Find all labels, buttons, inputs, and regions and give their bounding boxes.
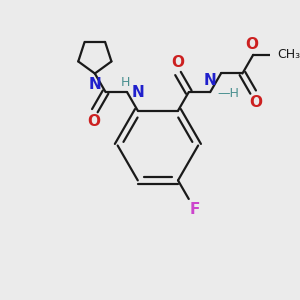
Text: O: O xyxy=(87,114,100,129)
Text: N: N xyxy=(204,73,217,88)
Text: F: F xyxy=(190,202,200,217)
Text: —H: —H xyxy=(218,87,240,100)
Text: O: O xyxy=(245,37,258,52)
Text: H: H xyxy=(121,76,130,89)
Text: O: O xyxy=(249,95,262,110)
Text: N: N xyxy=(132,85,145,100)
Text: CH₃: CH₃ xyxy=(277,48,300,62)
Text: O: O xyxy=(172,55,184,70)
Text: N: N xyxy=(88,77,101,92)
